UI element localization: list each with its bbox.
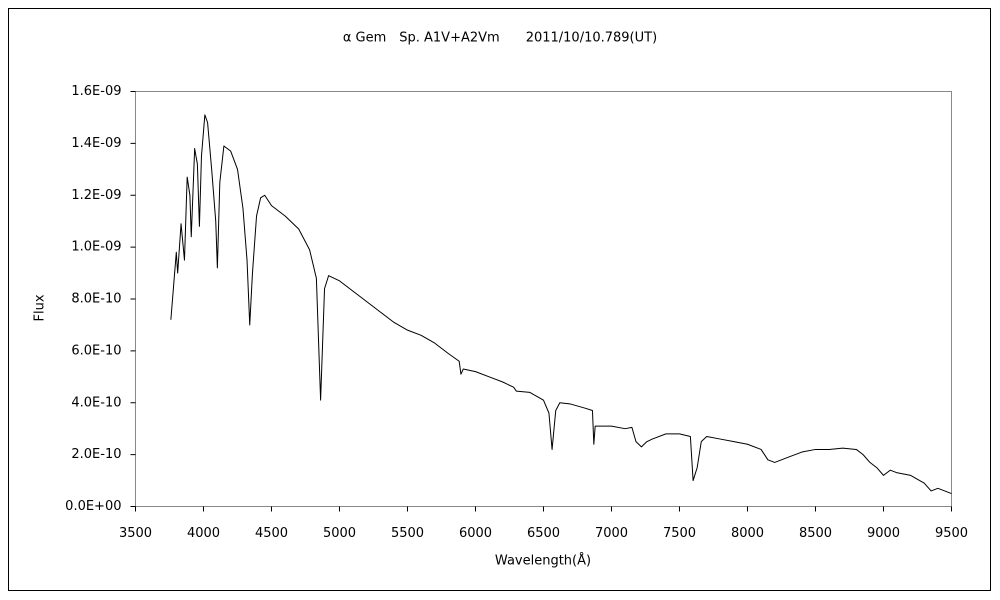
y-tick-label: 1.4E-09	[71, 136, 121, 151]
x-tick-label: 9000	[867, 526, 900, 541]
x-axis-label: Wavelength(Å)	[495, 553, 591, 569]
x-tick-label: 7500	[663, 526, 696, 541]
x-tick-label: 6000	[459, 526, 492, 541]
x-tick-label: 5000	[323, 526, 356, 541]
chart-title: α Gem Sp. A1V+A2Vm 2011/10/10.789(UT)	[343, 31, 657, 46]
y-tick-label: 2.0E-10	[71, 447, 121, 462]
x-tick-label: 9500	[935, 526, 968, 541]
y-tick-label: 1.2E-09	[71, 188, 121, 203]
y-axis-label: Flux	[33, 294, 48, 321]
y-tick-label: 1.0E-09	[71, 240, 121, 255]
y-tick-label: 1.6E-09	[71, 84, 121, 99]
x-tick-label: 7000	[595, 526, 628, 541]
x-tick-label: 8500	[799, 526, 832, 541]
y-tick-label: 8.0E-10	[71, 292, 121, 307]
x-tick-label: 6500	[527, 526, 560, 541]
x-tick-label: 4000	[187, 526, 220, 541]
x-tick-label: 4500	[255, 526, 288, 541]
x-tick-label: 8000	[731, 526, 764, 541]
y-tick-label: 6.0E-10	[71, 343, 121, 358]
plot-area	[135, 91, 952, 507]
y-tick-label: 4.0E-10	[71, 395, 121, 410]
x-tick-label: 5500	[391, 526, 424, 541]
spectrum-line	[170, 114, 952, 494]
x-tick-label: 3500	[119, 526, 152, 541]
y-tick-label: 0.0E+00	[65, 499, 121, 514]
